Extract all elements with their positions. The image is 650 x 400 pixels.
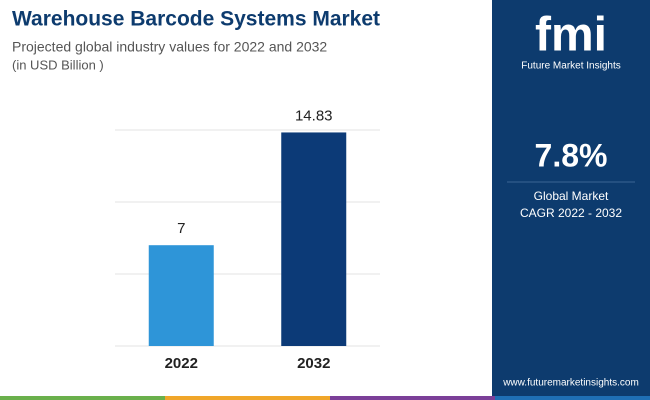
footer-stripe bbox=[495, 396, 650, 400]
url: www.futuremarketinsights.com bbox=[502, 378, 639, 389]
x-tick-label: 2022 bbox=[165, 355, 198, 372]
sidebar bbox=[492, 0, 650, 396]
cagr-value: 7.8% bbox=[535, 137, 608, 173]
brand: Future Market Insights bbox=[521, 61, 620, 72]
footer-stripe bbox=[165, 396, 330, 400]
subtitle: Projected global industry values for 202… bbox=[12, 39, 327, 55]
value-label: 7 bbox=[177, 220, 185, 237]
footer-stripe bbox=[330, 396, 495, 400]
plot: 7 2022 14.83 2032 bbox=[115, 107, 380, 372]
cagr-label: Global Market bbox=[534, 189, 609, 203]
title: Warehouse Barcode Systems Market bbox=[12, 8, 380, 31]
footer-stripe bbox=[0, 396, 165, 400]
x-tick-label: 2032 bbox=[297, 355, 330, 372]
unit-note: (in USD Billion ) bbox=[12, 57, 104, 72]
bar bbox=[281, 132, 347, 346]
logo: fmi bbox=[535, 9, 607, 62]
bar bbox=[148, 245, 214, 346]
cagr-label: CAGR 2022 - 2032 bbox=[520, 206, 622, 220]
value-label: 14.83 bbox=[295, 107, 333, 124]
